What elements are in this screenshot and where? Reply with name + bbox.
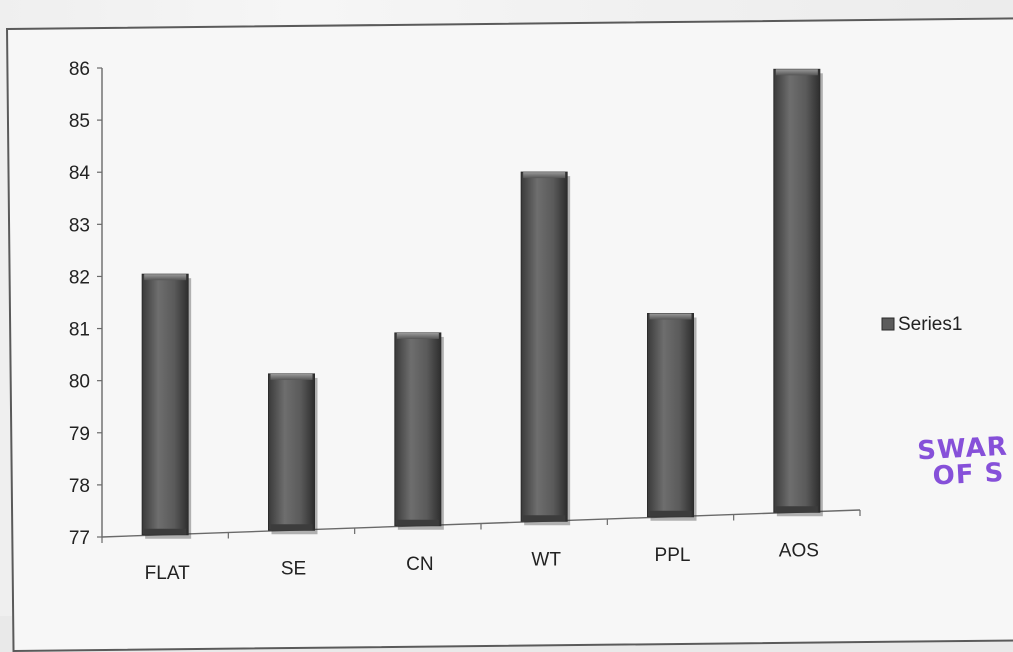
bar-cap (649, 313, 692, 320)
y-tick-label: 78 (69, 476, 90, 497)
y-tick-label: 79 (69, 424, 90, 445)
y-tick-label: 84 (69, 163, 91, 184)
bar-base (396, 519, 439, 526)
bar-base (270, 524, 313, 531)
x-tick-label: FLAT (145, 563, 190, 584)
y-tick-label: 83 (69, 215, 90, 236)
ink-stamp: SWAR OF S (917, 432, 1010, 492)
bar-ppl (647, 313, 694, 518)
bar-cap (270, 373, 313, 380)
bar-base (523, 515, 566, 522)
bar-group-ppl (647, 313, 697, 521)
bar-chart: 77 78 79 80 81 82 83 84 85 86 FLAT SE CN WT PPL AOS Ser… (69, 59, 963, 584)
bar-group-se (268, 373, 318, 535)
y-tick-label: 85 (69, 111, 90, 132)
axes-layer (97, 67, 861, 543)
bar-group-aos (773, 68, 823, 517)
x-tick-label: SE (281, 558, 306, 579)
bar-se (268, 373, 315, 531)
bar-base (144, 528, 187, 535)
legend-swatch (881, 317, 895, 331)
bar-group-wt (520, 171, 571, 526)
x-tick-label: WT (531, 549, 561, 570)
bar-base (775, 506, 818, 513)
bar-wt (520, 171, 568, 522)
bar-base (649, 510, 692, 517)
bar-aos (773, 68, 821, 513)
x-tick-label: AOS (779, 540, 819, 561)
y-tick-label: 81 (69, 320, 90, 341)
bar-cap (523, 172, 566, 179)
legend-label: Series1 (898, 314, 962, 335)
labels-layer: 77 78 79 80 81 82 83 84 85 86 FLAT SE CN WT PPL AOS (69, 59, 819, 584)
legend: Series1 (881, 314, 962, 335)
bar-cap (775, 69, 818, 76)
y-tick-label: 77 (69, 528, 90, 549)
bar-flat (141, 273, 189, 536)
bar-group-cn (394, 332, 444, 530)
y-tick-label: 80 (69, 372, 90, 393)
bar-group-flat (141, 273, 192, 539)
x-tick-label: PPL (655, 545, 691, 566)
bars-layer (141, 68, 823, 539)
bar-cap (396, 332, 439, 339)
stamp-line-2: OF S (931, 457, 1006, 492)
y-tick-label: 86 (69, 59, 90, 80)
bar-cn (394, 332, 442, 527)
bar-cap (144, 274, 187, 281)
x-tick-label: CN (406, 554, 433, 575)
y-tick-label: 82 (69, 267, 90, 288)
